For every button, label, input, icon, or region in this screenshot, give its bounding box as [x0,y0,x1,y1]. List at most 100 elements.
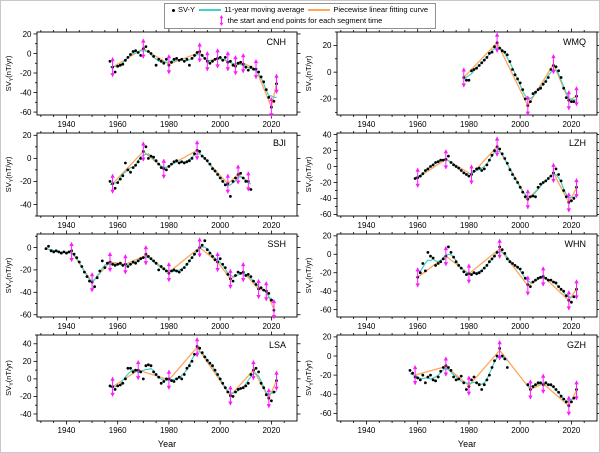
axes-box [36,233,298,318]
segment-endpoint-markers [415,238,579,311]
scatter-dot-icon [171,8,175,12]
x-tick-label: 1980 [460,426,478,435]
y-tick-label: -60 [320,305,332,314]
subplot-cell-whn: 1940 1960 1980 2000 2020 -60 -40 -20 0 20 SVY(nT/y… [301,230,599,331]
segment-endpoint-markers [415,136,579,213]
x-tick-label: 2000 [511,426,529,435]
axis-ticks: 1940 1960 1980 2000 2020 -60 -40 -20 0 20 [320,331,599,435]
y-tick-label: -40 [20,200,32,209]
axis-ticks: 1940 1960 1980 2000 2020 -60 -40 -20 0 20 40 [320,129,599,230]
x-tick-label: 2000 [511,322,529,331]
axis-ticks: 1940 1960 1980 2000 2020 -20 0 20 [320,28,599,129]
moving-average-line [463,47,577,101]
segment-endpoint-markers [110,38,279,118]
y-tick-label: -20 [20,392,32,401]
y-tick-label: -40 [20,288,32,297]
moving-average-line-icon [199,9,222,11]
x-tick-label: 1980 [160,426,178,435]
x-tick-label: 1940 [58,322,76,331]
moving-average-line [109,50,277,99]
y-axis-label: SVY(nT/yr) [4,257,15,293]
y-tick-label: 20 [23,357,32,366]
y-axis-label: SVY(nT/yr) [304,156,315,192]
subplot-ssh: 1940 1960 1980 2000 2020 -60 -40 -20 0 SVY(nT/yr)… [4,230,301,331]
axis-ticks: 1940 1960 1980 2000 2020 -40 -20 0 20 [20,129,301,230]
scatter-series [108,345,278,403]
y-tick-label: -40 [20,410,32,419]
legend: SV-Y 11-year moving average Piecewise li… [163,3,437,29]
station-label: LZH [569,138,586,148]
subplot-wmq: 1940 1960 1980 2000 2020 -20 0 20 SVY(nT/yr) WMQ [304,28,599,129]
x-tick-label: 1960 [409,426,427,435]
subplot-bji: 1940 1960 1980 2000 2020 -40 -20 0 20 SVY(nT/yr) B… [4,129,301,230]
subplot-lzh: 1940 1960 1980 2000 2020 -60 -40 -20 0 20 40 SVY(nT… [304,129,599,230]
moving-average-line [109,153,252,187]
piecewise-fit-line [414,349,578,407]
subplot-cell-cnh: 1940 1960 1980 2000 2020 -60 -40 -20 0 20 SVY(nT/y… [1,28,301,129]
axes-box [336,233,598,318]
subplot-cell-ssh: 1940 1960 1980 2000 2020 -60 -40 -20 0 SVY(nT/yr)… [1,230,301,331]
y-tick-label: -60 [320,210,332,219]
subplot-cell-lsa: 1940 1960 1980 2000 2020 -40 -20 0 20 40 SVY(nT/yr… [1,331,301,452]
y-axis-label: SVY(nT/yr) [4,156,15,192]
legend-label-svy: SV-Y [177,5,196,14]
scatter-series [108,145,253,198]
x-tick-label: 1940 [358,120,376,129]
x-tick-label: 2020 [262,120,280,129]
y-axis-label: SVY(nT/yr) [4,360,15,396]
segment-endpoint-markers [110,337,279,409]
y-axis-label: SVY(nT/yr) [304,360,315,396]
x-tick-label: 2020 [562,120,580,129]
y-tick-label: 0 [327,68,332,77]
x-tick-label: 1980 [160,120,178,129]
x-tick-label: 2020 [562,426,580,435]
y-tick-label: -40 [20,88,32,97]
y-tick-label: -20 [320,371,332,380]
subplot-cell-lzh: 1940 1960 1980 2000 2020 -60 -40 -20 0 20 40 SVY(nT… [301,129,599,230]
station-label: WMQ [563,37,586,47]
station-label: LSA [269,340,286,350]
x-tick-label: 2020 [562,322,580,331]
legend-item-svy: SV-Y [171,5,196,15]
x-axis-label: Year [458,439,476,449]
subplot-lsa: 1940 1960 1980 2000 2020 -40 -20 0 20 40 SVY(nT/yr… [4,331,301,449]
x-tick-label: 2000 [211,221,229,230]
axes-box [36,334,298,422]
scatter-series [462,41,578,107]
x-tick-label: 1980 [460,221,478,230]
scatter-series [416,245,578,304]
y-tick-label: 40 [23,340,32,349]
axis-ticks: 1940 1960 1980 2000 2020 -60 -40 -20 0 [20,230,301,331]
y-tick-label: 0 [27,243,32,252]
axis-ticks: 1940 1960 1980 2000 2020 -60 -40 -20 0 20 [20,28,301,129]
piecewise-fit-line [112,47,278,108]
legend-label-moving-average: 11-year moving average [224,5,305,14]
y-tick-label: -60 [20,311,32,320]
x-tick-label: 2000 [511,221,529,230]
x-tick-label: 1980 [160,322,178,331]
y-tick-label: -20 [20,69,32,78]
x-tick-label: 1940 [358,426,376,435]
x-tick-label: 2020 [262,221,280,230]
y-tick-label: -20 [20,266,32,275]
subplot-whn: 1940 1960 1980 2000 2020 -60 -40 -20 0 20 SVY(nT/y… [304,230,599,331]
scatter-series [413,145,578,204]
y-tick-label: -60 [320,409,332,418]
y-tick-label: 20 [323,333,332,342]
y-tick-label: 0 [27,154,32,163]
y-tick-label: -40 [320,287,332,296]
x-tick-label: 2000 [511,120,529,129]
x-axis-label: Year [158,439,176,449]
piecewise-line-icon [308,9,331,11]
x-tick-label: 1960 [109,221,127,230]
piecewise-fit-line [417,248,578,302]
station-label: BJI [273,138,286,148]
legend-row-2: the start and end points for each segmen… [172,15,428,26]
y-tick-label: -20 [320,95,332,104]
x-tick-label: 2000 [211,426,229,435]
x-tick-label: 1980 [160,221,178,230]
station-label: WHN [565,239,587,249]
moving-average-line [414,150,577,199]
x-tick-label: 1960 [409,120,427,129]
